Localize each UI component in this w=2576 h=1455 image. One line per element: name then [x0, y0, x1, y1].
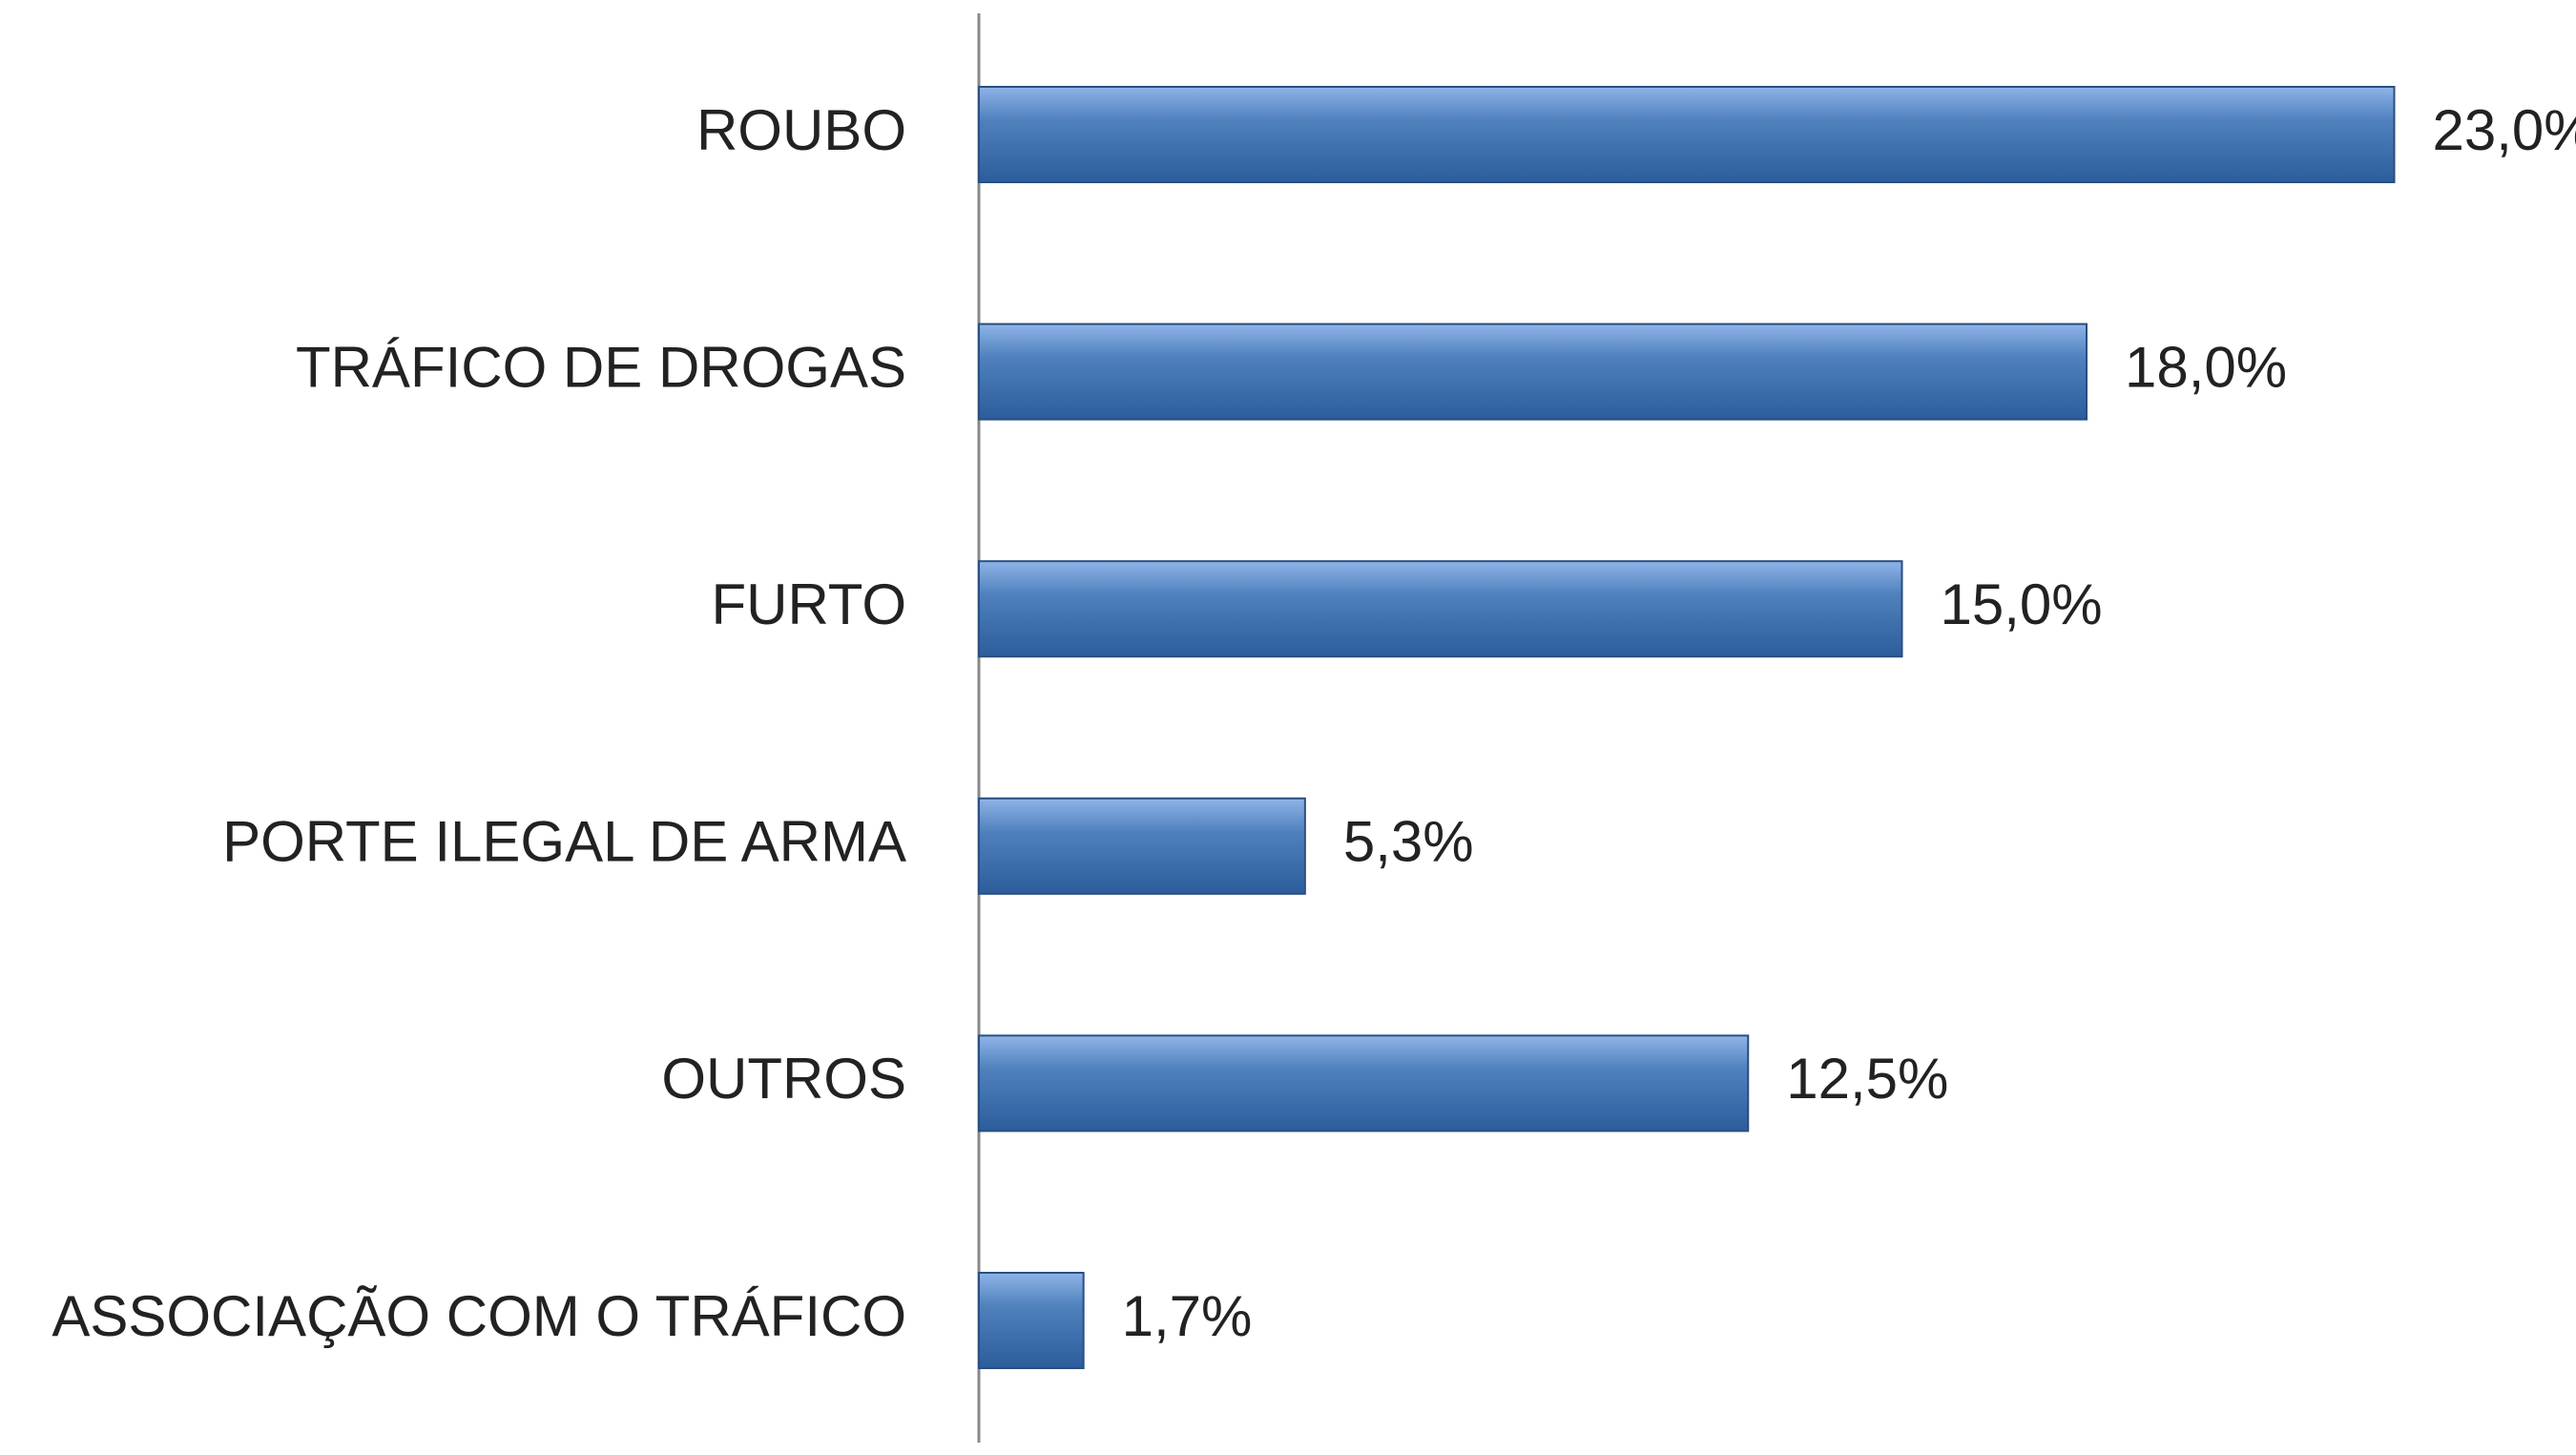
- value-label: 23,0%: [2433, 98, 2576, 162]
- bar: [978, 560, 1903, 658]
- category-label: ROUBO: [696, 98, 906, 162]
- value-label: 5,3%: [1343, 810, 1474, 874]
- bar: [978, 322, 2088, 421]
- bar: [978, 1034, 1750, 1133]
- value-label: 1,7%: [1122, 1284, 1253, 1348]
- value-label: 18,0%: [2125, 335, 2287, 399]
- category-label: FURTO: [712, 572, 906, 636]
- value-label: 15,0%: [1941, 572, 2103, 636]
- bar: [978, 797, 1306, 895]
- category-label: ASSOCIAÇÃO COM O TRÁFICO: [52, 1284, 906, 1348]
- bar: [978, 1272, 1085, 1369]
- value-label: 12,5%: [1786, 1047, 1948, 1111]
- category-label: TRÁFICO DE DROGAS: [296, 335, 906, 399]
- bar: [978, 86, 2396, 183]
- category-label: OUTROS: [661, 1047, 906, 1111]
- category-label: PORTE ILEGAL DE ARMA: [222, 810, 906, 874]
